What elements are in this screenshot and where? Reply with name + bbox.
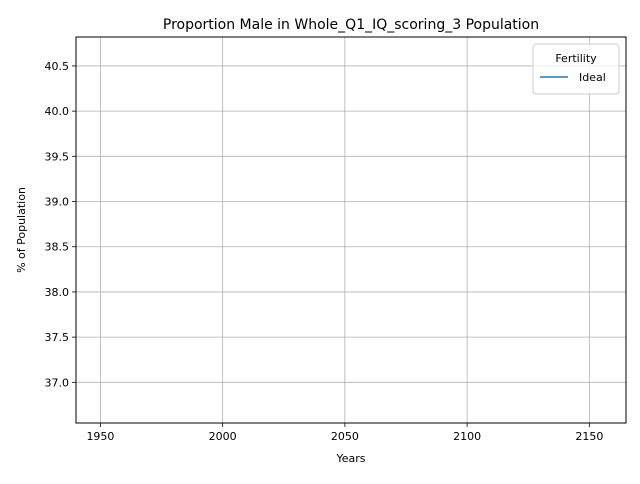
y-tick-label: 38.5 xyxy=(45,241,70,254)
x-axis-ticks: 1950 2000 2050 2100 2150 xyxy=(86,423,603,443)
x-tick-label: 2150 xyxy=(575,430,603,443)
x-tick-label: 1950 xyxy=(86,430,114,443)
legend-title: Fertility xyxy=(555,52,597,65)
x-tick-label: 2000 xyxy=(209,430,237,443)
y-tick-label: 37.5 xyxy=(45,331,70,344)
x-tick-label: 2050 xyxy=(331,430,359,443)
y-axis-label: % of Population xyxy=(15,187,28,273)
y-tick-label: 40.5 xyxy=(45,60,70,73)
y-tick-label: 39.0 xyxy=(45,196,70,209)
x-axis-label: Years xyxy=(335,452,365,465)
legend-box xyxy=(532,43,620,95)
y-tick-label: 37.0 xyxy=(45,376,70,389)
y-tick-label: 39.5 xyxy=(45,150,70,163)
plot-area-frame xyxy=(75,36,627,424)
y-tick-label: 38.0 xyxy=(45,286,70,299)
y-axis-ticks: 37.0 37.5 38.0 38.5 39.0 39.5 40.0 40.5 xyxy=(45,60,76,389)
y-tick-label: 40.0 xyxy=(45,105,70,118)
grid xyxy=(76,37,626,423)
x-tick-label: 2100 xyxy=(453,430,481,443)
legend: Fertility Ideal xyxy=(532,43,620,95)
legend-entry-label: Ideal xyxy=(579,71,606,84)
chart-title: Proportion Male in Whole_Q1_IQ_scoring_3… xyxy=(163,17,539,33)
